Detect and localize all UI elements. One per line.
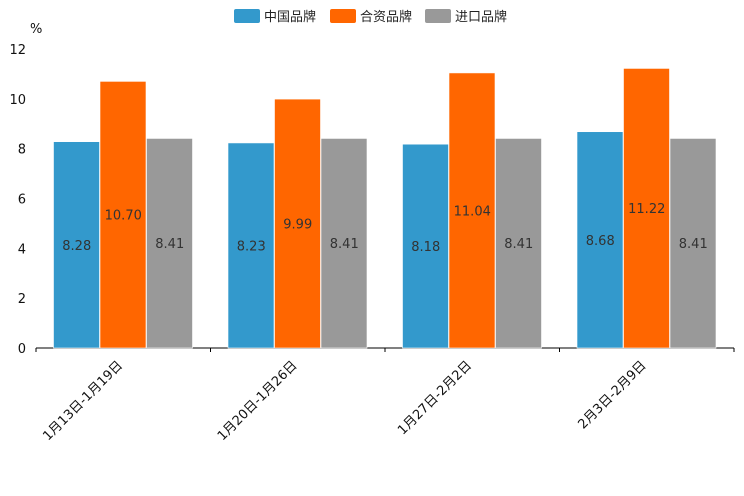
legend-swatch-2 [330, 9, 356, 23]
data-label-3-3: 8.41 [504, 237, 533, 252]
bar-3-2 [320, 138, 368, 349]
bar-1-4 [576, 131, 624, 349]
bar-1-1 [53, 141, 100, 349]
data-label-2-3: 11.04 [454, 204, 491, 219]
y-tick-label: 2 [18, 292, 26, 307]
data-label-1-3: 8.18 [411, 240, 440, 255]
data-label-2-2: 9.99 [283, 218, 312, 233]
legend-swatch-1 [234, 9, 260, 23]
bar-3-1 [146, 138, 193, 349]
x-axis: 1月13日-1月19日 1月20日-1月26日 1月27日-2月2日 2月3日-2月9… [35, 348, 735, 444]
bar-1-2 [227, 142, 275, 349]
x-tick-label-1: 1月13日-1月19日 [40, 358, 126, 444]
data-label-3-4: 8.41 [679, 237, 708, 252]
y-axis-label: % [30, 22, 42, 37]
data-label-2-4: 11.22 [628, 202, 665, 217]
bar-3-3 [495, 138, 542, 349]
bar-2-3 [448, 72, 496, 349]
x-tick-label-2: 1月20日-1月26日 [215, 358, 301, 444]
data-label-3-2: 8.41 [330, 237, 359, 252]
bar-3-4 [669, 138, 717, 349]
y-tick-label: 4 [18, 242, 26, 257]
y-tick-label: 6 [18, 193, 26, 208]
data-label-1-1: 8.28 [62, 239, 91, 254]
bar-2-1 [99, 81, 147, 349]
bar-1-3 [402, 143, 449, 349]
data-label-2-1: 10.70 [105, 209, 142, 224]
bar-2-4 [623, 68, 670, 349]
legend-label-2: 合资品牌 [360, 9, 412, 25]
data-labels: 8.28 10.70 8.41 8.23 9.99 8.41 8.18 11.04 8.41 8.… [62, 202, 707, 255]
y-tick-label: 0 [18, 342, 26, 357]
data-label-1-2: 8.23 [237, 239, 266, 254]
bar-2-2 [274, 98, 321, 349]
y-tick-label: 12 [9, 43, 26, 58]
legend-label-3: 进口品牌 [455, 9, 507, 25]
legend-label-1: 中国品牌 [264, 9, 316, 25]
data-label-3-1: 8.41 [155, 237, 184, 252]
data-label-1-4: 8.68 [586, 234, 615, 249]
bars [53, 68, 717, 349]
x-tick-label-4: 2月3日-2月9日 [575, 358, 649, 432]
y-tick-label: 10 [9, 93, 26, 108]
legend-swatch-3 [425, 9, 451, 23]
legend: 中国品牌 合资品牌 进口品牌 [234, 9, 507, 25]
y-tick-label: 8 [18, 143, 26, 158]
x-tick-label-3: 1月27日-2月2日 [395, 358, 475, 438]
